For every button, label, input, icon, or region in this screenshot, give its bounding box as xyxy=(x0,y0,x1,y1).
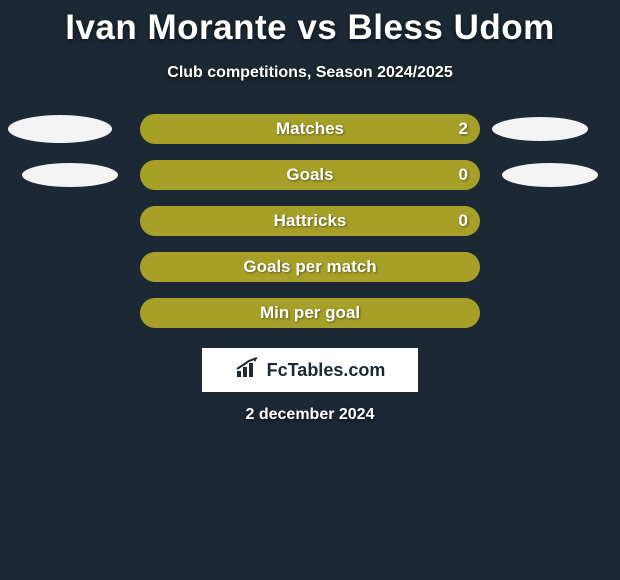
stat-bar: Hattricks 0 xyxy=(140,206,480,236)
row-goals-per-match: Goals per match xyxy=(0,252,620,282)
bar-label: Goals xyxy=(286,165,333,185)
bar-label: Matches xyxy=(276,119,344,139)
stat-bar: Matches 2 xyxy=(140,114,480,144)
page-title: Ivan Morante vs Bless Udom xyxy=(0,0,620,48)
date-text: 2 december 2024 xyxy=(0,406,620,424)
bar-label: Min per goal xyxy=(260,303,360,323)
stat-bar: Min per goal xyxy=(140,298,480,328)
brand-text: FcTables.com xyxy=(267,360,386,381)
right-ellipse xyxy=(502,163,598,187)
bar-label: Hattricks xyxy=(274,211,347,231)
row-goals: Goals 0 xyxy=(0,160,620,190)
row-min-per-goal: Min per goal xyxy=(0,298,620,328)
comparison-card: Ivan Morante vs Bless Udom Club competit… xyxy=(0,0,620,580)
stat-bar: Goals per match xyxy=(140,252,480,282)
comparison-rows: Matches 2 Goals 0 Hattricks 0 xyxy=(0,114,620,328)
right-ellipse xyxy=(492,117,588,141)
bar-label: Goals per match xyxy=(243,257,376,277)
chart-icon xyxy=(235,357,261,384)
right-value: 0 xyxy=(459,165,468,185)
brand-badge: FcTables.com xyxy=(202,348,418,392)
row-matches: Matches 2 xyxy=(0,114,620,144)
right-value: 2 xyxy=(459,119,468,139)
left-ellipse xyxy=(22,163,118,187)
subtitle: Club competitions, Season 2024/2025 xyxy=(0,64,620,82)
left-ellipse xyxy=(8,115,112,143)
stat-bar: Goals 0 xyxy=(140,160,480,190)
row-hattricks: Hattricks 0 xyxy=(0,206,620,236)
right-value: 0 xyxy=(459,211,468,231)
